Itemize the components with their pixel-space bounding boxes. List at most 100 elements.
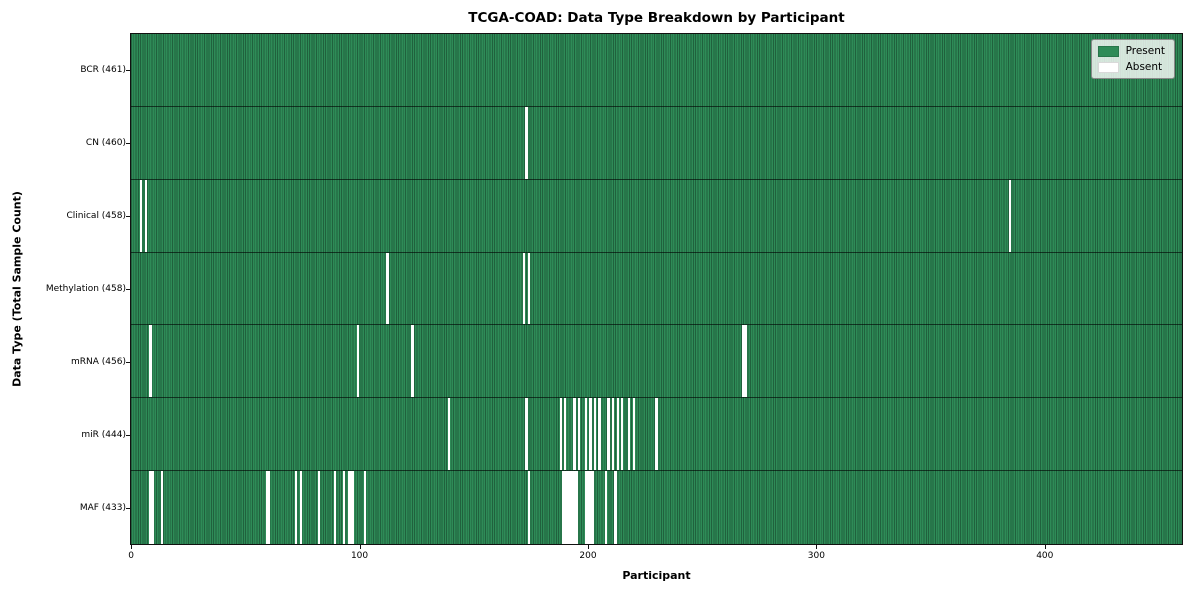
absent-cell [564,471,567,544]
absent-cell [593,398,597,471]
x-tick-label: 100 [350,551,369,561]
absent-cell [621,398,624,471]
heatmap-row-clinical [131,179,1182,253]
y-tick-mark [126,215,130,217]
legend-swatch-icon [1097,45,1119,57]
absent-cell [584,398,587,471]
x-axis-label: Participant [622,569,691,582]
y-tick-mark [126,142,130,144]
absent-cell [612,398,615,471]
y-tick-mark [126,362,130,364]
absent-cell [564,398,567,471]
legend-entry-present: Present [1097,45,1165,57]
absent-cell [265,471,268,544]
absent-cell [527,252,530,325]
absent-cell [589,398,592,471]
absent-cell [149,325,152,398]
x-tick-label: 300 [807,551,825,561]
absent-cell [347,471,350,544]
absent-cell [744,325,747,398]
absent-cell [741,325,745,398]
heatmap-row-methylation [131,252,1182,326]
absent-cell [561,471,565,544]
absent-cell [566,471,569,544]
absent-cell [363,471,366,544]
absent-cell [525,398,528,471]
x-tick-mark [131,545,133,549]
absent-cell [295,471,298,544]
absent-cell [586,471,590,544]
absent-cell [149,471,152,544]
absent-cell [352,471,355,544]
y-tick-label-bcr: BCR (461) [80,64,126,75]
y-tick-label-clinical: Clinical (458) [66,210,126,221]
absent-cell [386,252,389,325]
absent-cell [589,471,592,544]
heatmap-row-bcr [131,34,1182,107]
absent-cell [299,471,302,544]
absent-cell [525,106,528,179]
x-tick-label: 400 [1036,551,1054,561]
absent-cell [655,398,658,471]
absent-cell [411,325,414,398]
absent-cell [160,471,163,544]
x-tick-mark [816,545,818,549]
legend-swatch-icon [1097,61,1119,73]
y-tick-label-methylation: Methylation (458) [45,284,126,294]
plot-area: Present Absent [130,33,1183,545]
legend-label: Absent [1125,61,1163,73]
absent-cell [1008,179,1011,252]
absent-cell [144,179,147,252]
x-tick-mark [359,545,361,549]
absent-cell [523,252,526,325]
absent-cell [607,398,610,471]
y-tick-mark [126,435,130,437]
absent-cell [317,471,321,544]
absent-cell [527,471,530,544]
absent-cell [598,398,601,471]
absent-cell [616,398,619,471]
x-tick-mark [1044,545,1046,549]
x-tick-label: 0 [128,551,135,561]
y-tick-mark [126,69,130,71]
y-tick-label-mrna: mRNA (456) [71,357,126,368]
absent-cell [349,471,353,544]
heatmap-row-mrna [131,325,1182,399]
absent-cell [356,325,359,398]
y-tick-label-maf: MAF (433) [79,503,126,514]
y-tick-mark [126,289,130,290]
heatmap-row-cn [131,106,1182,180]
absent-cell [573,398,576,471]
chart-title: TCGA-COAD: Data Type Breakdown by Partic… [468,10,845,26]
y-axis-label: Data Type (Total Sample Count) [10,191,24,387]
y-tick-mark [126,508,130,510]
absent-cell [614,471,617,544]
absent-cell [573,471,576,544]
absent-cell [267,471,271,544]
absent-cell [584,471,587,544]
legend-label: Present [1125,45,1165,57]
heatmap-row-maf [131,471,1182,544]
absent-cell [140,179,143,252]
heatmap-row-mir [131,398,1182,472]
absent-cell [605,471,608,544]
absent-cell [151,471,154,544]
y-tick-label-mir: miR (444) [81,430,126,441]
absent-cell [577,398,581,471]
absent-cell [632,398,635,471]
legend-entry-absent: Absent [1097,61,1165,73]
absent-cell [628,398,631,471]
absent-cell [447,398,451,471]
y-tick-label-cn: CN (460) [85,137,126,148]
x-tick-mark [587,545,589,549]
absent-cell [343,471,346,544]
absent-cell [559,398,562,471]
absent-cell [571,471,574,544]
absent-cell [333,471,337,544]
absent-cell [575,471,578,544]
absent-cell [591,471,594,544]
absent-cell [568,471,571,544]
legend: Present Absent [1090,39,1175,79]
x-tick-label: 200 [579,551,597,561]
